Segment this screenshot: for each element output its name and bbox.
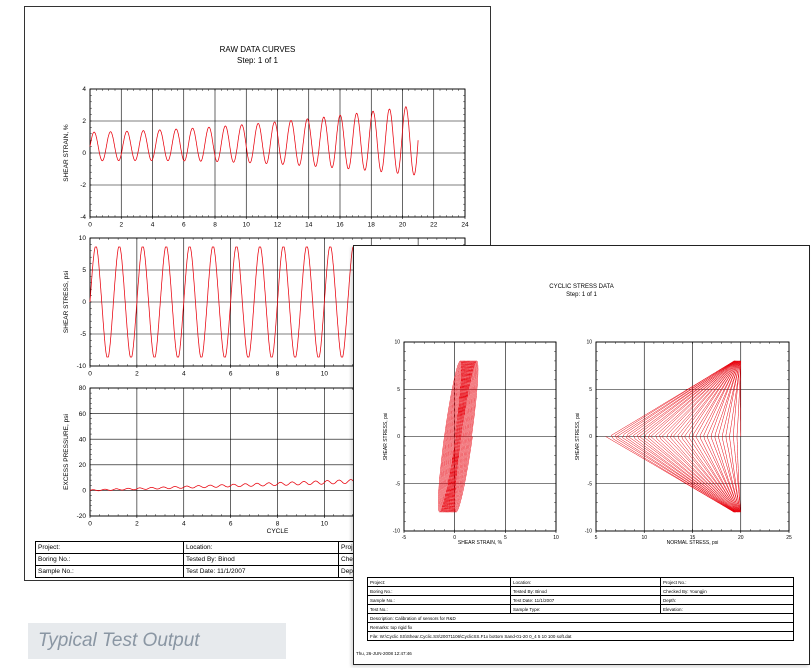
y-axis-label: EXCESS PRESSURE, psi [63, 414, 70, 490]
y-tick-label: 5 [397, 387, 400, 393]
y-tick-label: 0 [397, 434, 400, 440]
x-tick-label: 6 [229, 371, 233, 378]
plot-frame [403, 341, 557, 532]
x-tick-label: 0 [88, 521, 92, 528]
x-tick-label: 12 [274, 222, 282, 229]
x-tick-label: 0 [88, 371, 92, 378]
y-tick-label: 4 [82, 86, 86, 93]
stress-path-chart: 5 10 15 20 25 -10 -5 0 5 10 SHEAR STRESS, psi NORMA… [575, 340, 792, 546]
x-tick-label: 0 [453, 535, 456, 541]
y-tick-label: 10 [586, 340, 592, 346]
data-series-line [605, 360, 742, 513]
x-tick-label: 10 [243, 222, 251, 229]
y-tick-label: 10 [394, 340, 400, 346]
x-tick-label: 10 [321, 371, 329, 378]
x-tick-label: 8 [276, 521, 280, 528]
y-tick-label: -5 [588, 481, 593, 487]
x-axis-label: NORMAL STRESS, psi [667, 540, 719, 546]
y-tick-label: -20 [77, 513, 87, 520]
x-tick-label: 10 [553, 535, 559, 541]
report-info-table: Project: Location: Project No.: Boring No.… [367, 577, 794, 641]
x-tick-label: 4 [182, 371, 186, 378]
y-tick-label: -10 [77, 363, 87, 370]
x-tick-label: 4 [182, 521, 186, 528]
y-tick-label: -5 [80, 331, 86, 338]
x-tick-label: 0 [88, 222, 92, 229]
y-axis-label: SHEAR STRESS, psi [575, 413, 581, 461]
data-series-line [438, 360, 479, 513]
report-subtitle: Step: 1 of 1 [566, 292, 597, 298]
y-axis-label: SHEAR STRESS, psi [63, 271, 70, 333]
x-tick-label: 5 [595, 535, 598, 541]
x-tick-label: 6 [229, 521, 233, 528]
y-tick-label: 0 [82, 150, 86, 157]
y-tick-label: 20 [79, 462, 87, 469]
data-series-line [89, 106, 419, 176]
y-tick-label: 2 [82, 118, 86, 125]
y-axis-label: SHEAR STRAIN, % [63, 124, 70, 182]
x-tick-label: 5 [504, 535, 507, 541]
x-tick-label: 2 [119, 222, 123, 229]
caption: Typical Test Output [28, 623, 286, 659]
y-tick-label: 40 [79, 436, 87, 443]
x-tick-label: 24 [461, 222, 469, 229]
y-tick-label: 0 [589, 434, 592, 440]
report-subtitle: Step: 1 of 1 [237, 56, 278, 65]
x-tick-label: 2 [135, 371, 139, 378]
file-path: File: W:\Cyclic SS\Shear.Cyclic.SS\20071… [367, 631, 794, 641]
x-tick-label: 8 [213, 222, 217, 229]
x-tick-label: 4 [151, 222, 155, 229]
y-tick-label: 5 [589, 387, 592, 393]
y-tick-label: 0 [82, 299, 86, 306]
x-tick-label: 20 [399, 222, 407, 229]
y-tick-label: 0 [82, 488, 86, 495]
y-tick-label: -2 [80, 182, 86, 189]
y-tick-label: 80 [79, 385, 87, 392]
y-tick-label: -10 [585, 529, 592, 535]
x-tick-label: 10 [641, 535, 647, 541]
print-timestamp: Thu, 26-JUN-2008 12:47:46 [356, 651, 412, 656]
x-tick-label: 14 [305, 222, 313, 229]
x-axis-label: CYCLE [267, 528, 289, 535]
plot-frame [89, 88, 466, 218]
description: Description: Calibration of sensors for … [367, 613, 794, 623]
x-tick-label: 8 [276, 371, 280, 378]
x-tick-label: 18 [368, 222, 376, 229]
cyclic-stress-report: CYCLIC STRESS DATA Step: 1 of 1 -5 0 5 10 -1… [353, 245, 810, 665]
x-tick-label: 22 [430, 222, 438, 229]
x-tick-label: 20 [738, 535, 744, 541]
report-title: RAW DATA CURVES [219, 45, 296, 54]
y-tick-label: 10 [79, 235, 87, 242]
y-tick-label: -5 [396, 481, 401, 487]
y-tick-label: 5 [82, 267, 86, 274]
x-axis-label: SHEAR STRAIN, % [458, 540, 503, 546]
plot-frame [595, 341, 790, 532]
report-title: CYCLIC STRESS DATA [549, 284, 614, 290]
x-tick-label: 6 [182, 222, 186, 229]
y-tick-label: 60 [79, 411, 87, 418]
y-tick-label: -10 [393, 529, 400, 535]
x-tick-label: 15 [690, 535, 696, 541]
x-tick-label: 16 [336, 222, 344, 229]
x-tick-label: 2 [135, 521, 139, 528]
x-tick-label: 25 [786, 535, 792, 541]
remarks: Remarks: top rigid fix [367, 622, 794, 632]
x-tick-label: 10 [321, 521, 329, 528]
y-tick-label: -4 [80, 214, 86, 221]
y-axis-label: SHEAR STRESS, psi [383, 413, 389, 461]
x-tick-label: -5 [402, 535, 407, 541]
